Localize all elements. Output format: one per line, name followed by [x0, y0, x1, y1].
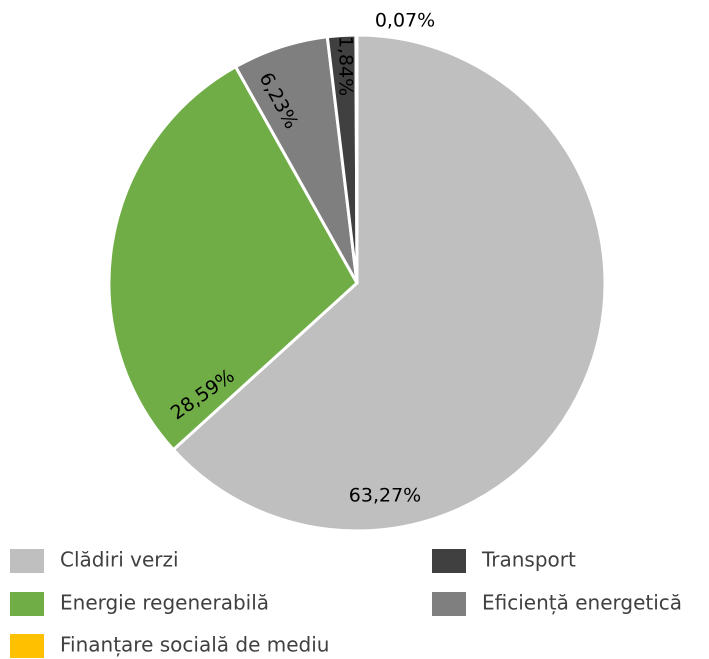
legend-label: Clădiri verzi [60, 548, 179, 572]
legend-label: Transport [481, 548, 576, 572]
legend-swatch [432, 549, 466, 573]
legend-label: Eficiență energetică [482, 591, 682, 615]
legend-swatch [10, 634, 44, 658]
slice-label: 1,84% [335, 36, 357, 96]
pie-slice [171, 33, 607, 533]
legend-label: Finanțare socială de mediu [60, 633, 329, 657]
pie-slice [354, 33, 359, 284]
legend-label: Energie regenerabilă [60, 591, 269, 615]
legend-swatch [432, 592, 466, 616]
pie-slice [107, 64, 359, 452]
legend-swatch [10, 592, 44, 616]
legend-swatch [10, 549, 44, 573]
slice-label: 0,07% [375, 10, 435, 32]
slice-label: 63,27% [349, 485, 421, 507]
